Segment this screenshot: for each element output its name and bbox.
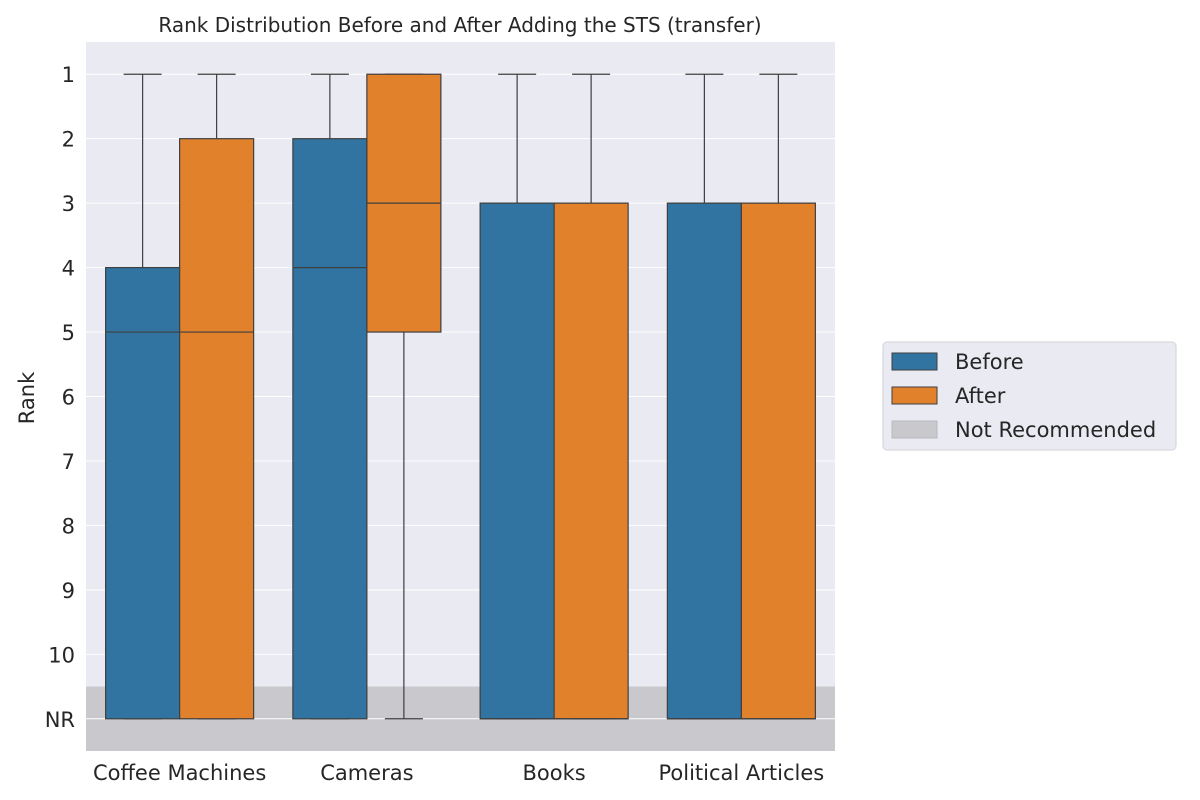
x-tick-label: Political Articles bbox=[659, 761, 825, 785]
legend-label-not-recommended: Not Recommended bbox=[955, 418, 1156, 442]
y-tick-label: 9 bbox=[62, 579, 75, 603]
box-before-books bbox=[479, 73, 555, 720]
legend-swatch-after bbox=[891, 386, 938, 405]
legend-swatch-before bbox=[891, 352, 938, 371]
box-after-political-articles bbox=[740, 73, 816, 720]
y-tick-label: 2 bbox=[62, 128, 75, 152]
box-series bbox=[105, 73, 816, 720]
x-tick-label: Books bbox=[523, 761, 586, 785]
y-tick-label: 6 bbox=[62, 386, 75, 410]
y-tick-label: NR bbox=[45, 708, 75, 732]
box-body bbox=[292, 138, 368, 720]
y-tick-labels: 1 2 3 4 5 6 7 8 9 10 NR bbox=[45, 63, 75, 732]
x-tick-labels: Coffee Machines Cameras Books Political Art… bbox=[93, 761, 824, 785]
box-body bbox=[553, 202, 629, 720]
box-after-books bbox=[553, 73, 629, 720]
chart-title: Rank Distribution Before and After Addin… bbox=[158, 13, 761, 37]
legend-label-after: After bbox=[955, 384, 1006, 408]
box-before-coffee-machines bbox=[105, 73, 181, 720]
box-before-political-articles bbox=[666, 73, 742, 720]
y-tick-label: 1 bbox=[62, 63, 75, 87]
box-body bbox=[479, 202, 555, 720]
legend-label-before: Before bbox=[955, 350, 1024, 374]
y-tick-label: 3 bbox=[62, 192, 75, 216]
box-after-coffee-machines bbox=[179, 73, 255, 720]
box-body bbox=[666, 202, 742, 720]
box-after-cameras bbox=[366, 73, 442, 720]
y-axis-label: Rank bbox=[15, 371, 39, 424]
y-tick-label: 5 bbox=[62, 321, 75, 345]
y-tick-label: 8 bbox=[62, 514, 75, 538]
legend-swatch-not-recommended bbox=[891, 420, 938, 439]
box-body bbox=[740, 202, 816, 720]
box-before-cameras bbox=[292, 73, 368, 720]
box-body bbox=[179, 138, 255, 720]
y-tick-label: 7 bbox=[62, 450, 75, 474]
legend: Before After Not Recommended bbox=[882, 341, 1177, 451]
x-tick-label: Coffee Machines bbox=[93, 761, 266, 785]
y-tick-label: 10 bbox=[48, 643, 75, 667]
legend-frame bbox=[882, 341, 1177, 451]
box-body bbox=[105, 266, 181, 720]
x-tick-label: Cameras bbox=[320, 761, 413, 785]
y-tick-label: 4 bbox=[62, 257, 75, 281]
